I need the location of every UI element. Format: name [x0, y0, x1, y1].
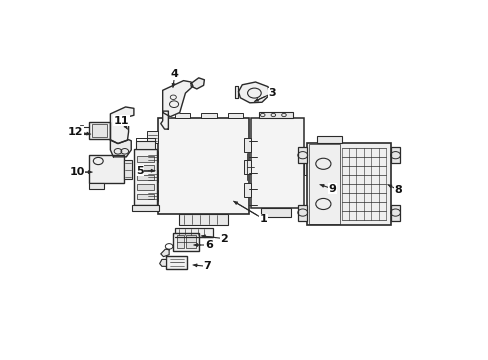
Polygon shape: [238, 82, 269, 103]
Bar: [137, 175, 154, 180]
Bar: [175, 113, 189, 118]
Bar: [260, 208, 290, 217]
Polygon shape: [163, 81, 193, 117]
Bar: [89, 122, 109, 139]
Bar: [147, 131, 158, 143]
Text: 1: 1: [260, 214, 267, 224]
Bar: [147, 190, 158, 201]
Bar: [307, 143, 390, 225]
Bar: [147, 170, 158, 182]
Polygon shape: [161, 111, 168, 129]
Bar: [173, 233, 198, 251]
Polygon shape: [159, 260, 166, 266]
Bar: [259, 112, 292, 118]
Bar: [244, 161, 251, 174]
Bar: [136, 141, 155, 149]
Bar: [92, 124, 106, 136]
Polygon shape: [161, 249, 169, 257]
Bar: [297, 147, 307, 163]
Bar: [137, 156, 154, 162]
Text: 7: 7: [203, 261, 210, 271]
Bar: [303, 159, 309, 175]
Bar: [244, 183, 251, 197]
Polygon shape: [234, 86, 238, 98]
Bar: [137, 166, 154, 171]
Bar: [134, 149, 157, 205]
Bar: [390, 147, 400, 163]
Bar: [123, 159, 132, 179]
Bar: [227, 113, 243, 118]
Bar: [390, 204, 400, 221]
Bar: [166, 256, 187, 269]
Text: 6: 6: [204, 240, 212, 250]
Bar: [201, 113, 216, 118]
Bar: [316, 136, 341, 143]
Text: 11: 11: [114, 116, 129, 126]
Text: 4: 4: [170, 69, 179, 79]
Text: 8: 8: [394, 185, 402, 195]
Bar: [81, 132, 83, 135]
Bar: [244, 138, 251, 152]
Text: 9: 9: [327, 184, 335, 194]
Polygon shape: [191, 78, 204, 89]
Text: 12: 12: [68, 127, 83, 137]
Bar: [89, 156, 123, 183]
Bar: [175, 228, 212, 237]
Bar: [297, 204, 307, 221]
Bar: [147, 151, 158, 162]
Bar: [186, 235, 195, 248]
Polygon shape: [110, 107, 134, 144]
Bar: [251, 118, 303, 208]
Bar: [137, 194, 154, 199]
Polygon shape: [110, 140, 131, 157]
Bar: [89, 183, 104, 189]
Bar: [132, 205, 159, 211]
Text: 2: 2: [220, 234, 227, 244]
Bar: [81, 125, 83, 129]
Bar: [308, 144, 339, 224]
Bar: [176, 235, 184, 248]
Text: 3: 3: [268, 88, 276, 98]
Bar: [158, 118, 248, 214]
Text: 10: 10: [69, 167, 84, 177]
Bar: [178, 214, 227, 225]
Text: 5: 5: [136, 166, 143, 176]
Bar: [137, 184, 154, 190]
